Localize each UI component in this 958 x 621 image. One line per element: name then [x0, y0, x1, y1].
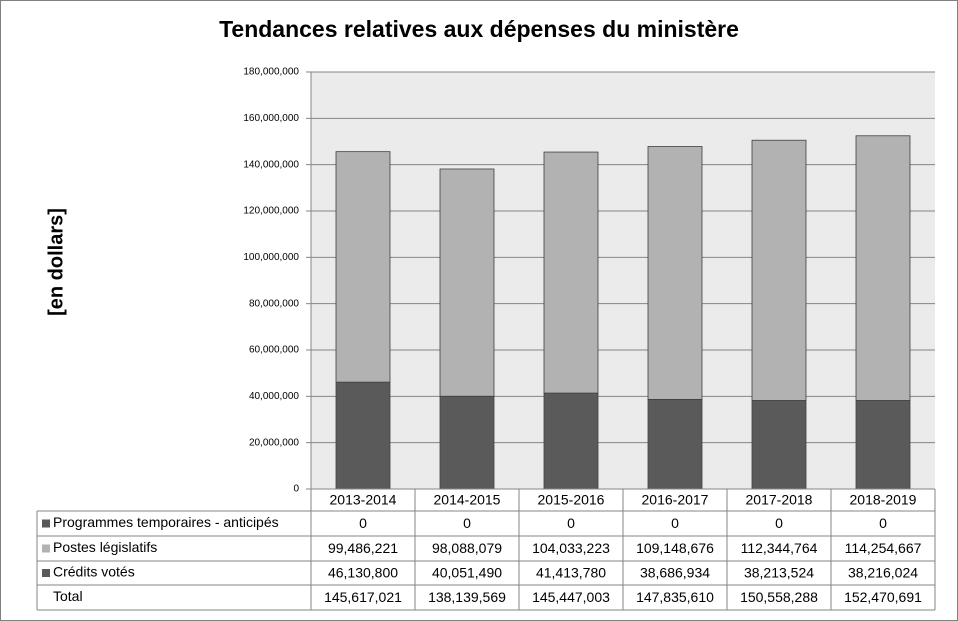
legend-swatch — [42, 544, 50, 553]
bar-segment — [543, 392, 599, 490]
bar-segment — [335, 381, 391, 490]
y-tick-label: 40,000,000 — [249, 391, 299, 402]
y-tick-label: 160,000,000 — [243, 113, 299, 124]
plot-area — [311, 72, 935, 489]
table-value: 0 — [879, 515, 887, 531]
bar-segment — [439, 168, 495, 397]
legend-label: Crédits votés — [53, 564, 135, 580]
table-value: 38,686,934 — [640, 565, 710, 581]
y-tick-label: 140,000,000 — [243, 159, 299, 170]
table-value: 0 — [567, 515, 575, 531]
bar-segment — [543, 151, 599, 394]
bar-segment — [855, 135, 911, 401]
y-tick-label: 20,000,000 — [249, 437, 299, 448]
table-value: 38,216,024 — [848, 565, 918, 581]
bar-segment — [439, 395, 495, 490]
total-value: 145,447,003 — [532, 589, 610, 605]
table-value: 46,130,800 — [328, 565, 398, 581]
x-tick-label: 2016-2017 — [642, 492, 709, 508]
legend-swatch — [42, 519, 50, 528]
y-tick-label: 100,000,000 — [243, 252, 299, 263]
x-tick-label: 2018-2019 — [850, 492, 917, 508]
total-value: 150,558,288 — [740, 589, 818, 605]
table-value: 104,033,223 — [532, 540, 610, 556]
legend-label: Postes législatifs — [53, 539, 157, 555]
y-tick-label: 180,000,000 — [243, 67, 299, 78]
bar-segment — [335, 151, 391, 383]
x-tick-label: 2015-2016 — [538, 492, 605, 508]
table-value: 98,088,079 — [432, 540, 502, 556]
y-tick-label: 80,000,000 — [249, 298, 299, 309]
table-value: 112,344,764 — [741, 540, 818, 556]
bar-segment — [647, 398, 703, 490]
y-axis-label: [en dollars] — [45, 208, 67, 316]
table-value: 0 — [775, 515, 783, 531]
total-value: 145,617,021 — [324, 589, 402, 605]
total-label: Total — [53, 588, 83, 604]
y-tick-label: 60,000,000 — [249, 345, 299, 356]
bar-segment — [751, 400, 807, 490]
table-value: 41,413,780 — [536, 565, 606, 581]
x-tick-label: 2013-2014 — [330, 492, 397, 508]
table-value: 109,148,676 — [636, 540, 714, 556]
x-tick-label: 2017-2018 — [746, 492, 813, 508]
table-value: 40,051,490 — [432, 565, 502, 581]
table-value: 0 — [671, 515, 679, 531]
x-tick-label: 2014-2015 — [434, 492, 501, 508]
total-value: 152,470,691 — [844, 589, 922, 605]
chart-title: Tendances relatives aux dépenses du mini… — [219, 16, 739, 42]
legend-swatch — [42, 569, 50, 577]
table-value: 0 — [463, 515, 471, 531]
table-value: 0 — [359, 515, 367, 531]
legend-label: Programmes temporaires - anticipés — [53, 514, 279, 530]
total-value: 147,835,610 — [636, 589, 714, 605]
table-value: 38,213,524 — [744, 565, 814, 581]
bar-segment — [751, 139, 807, 401]
total-value: 138,139,569 — [428, 589, 506, 605]
table-value: 114,254,667 — [845, 540, 922, 556]
y-tick-label: 120,000,000 — [243, 206, 299, 217]
bar-segment — [855, 400, 911, 490]
table-value: 99,486,221 — [328, 540, 398, 556]
y-tick-label: 0 — [293, 484, 299, 495]
bar-segment — [647, 146, 703, 400]
